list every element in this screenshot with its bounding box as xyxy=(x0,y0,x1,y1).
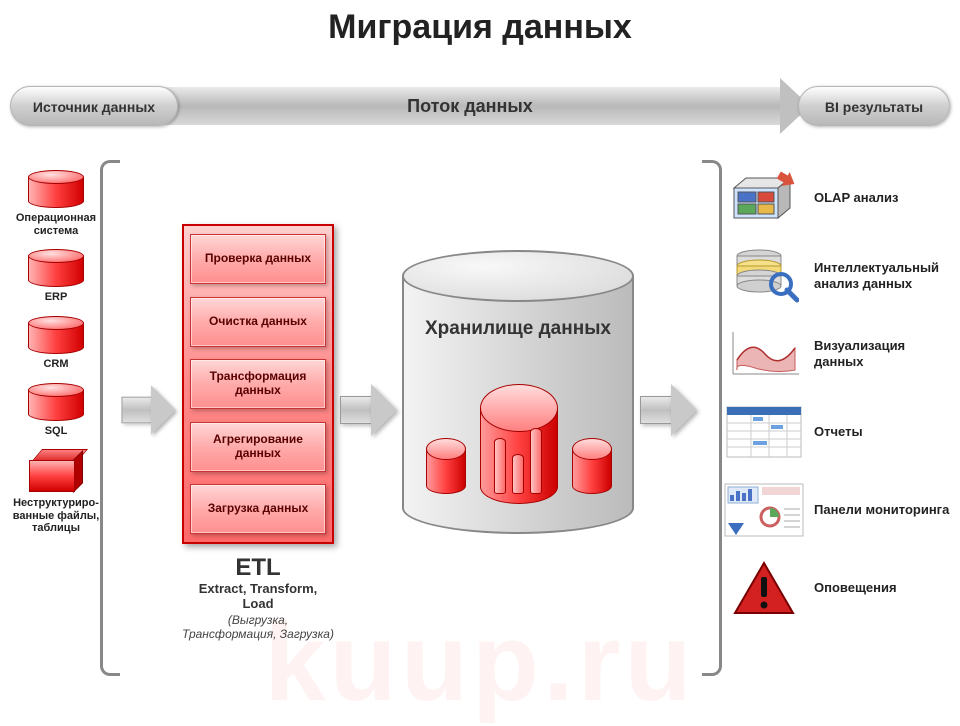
source-label: ERP xyxy=(4,291,108,304)
etl-step-aggregate: Агрегирование данных xyxy=(190,422,326,472)
result-label: Оповещения xyxy=(814,580,954,596)
etl-step-validate: Проверка данных xyxy=(190,234,326,284)
result-label: Интеллектуальный анализ данных xyxy=(814,260,954,291)
flow-middle-label: Поток данных xyxy=(160,87,780,125)
data-mining-icon xyxy=(724,246,804,306)
source-label: Операционная система xyxy=(4,212,108,237)
etl-ru: (Выгрузка, Трансформация, Загрузка) xyxy=(182,614,334,642)
arrow-etl-to-warehouse-icon xyxy=(340,380,400,440)
etl-sub: Extract, Transform, Load xyxy=(182,582,334,612)
source-crm: CRM xyxy=(4,316,108,371)
source-erp: ERP xyxy=(4,249,108,304)
bi-results-column: OLAP анализ Интеллектуальный анализ данн… xyxy=(724,168,954,636)
etl-caption: ETL Extract, Transform, Load (Выгрузка, … xyxy=(182,554,334,641)
etl-step-transform: Трансформация данных xyxy=(190,359,326,409)
page-title: Миграция данных xyxy=(0,0,960,47)
flow-arrow: Поток данных xyxy=(160,82,810,130)
result-alerts: Оповещения xyxy=(724,558,954,618)
result-dashboards: Панели мониторинга xyxy=(724,480,954,540)
source-label: Неструктуриро- ванные файлы, таблицы xyxy=(4,497,108,535)
arrow-warehouse-to-bi-icon xyxy=(640,380,700,440)
mini-cylinder-icon xyxy=(480,384,558,504)
result-label: OLAP анализ xyxy=(814,190,954,206)
cube-icon xyxy=(29,449,83,493)
cylinder-icon xyxy=(28,383,84,421)
result-label: Отчеты xyxy=(814,424,954,440)
bracket-left-icon xyxy=(100,160,120,676)
source-label: SQL xyxy=(4,425,108,438)
flow-result-pill: BI результаты xyxy=(798,86,950,126)
result-visualization: Визуализация данных xyxy=(724,324,954,384)
olap-cube-icon xyxy=(724,168,804,228)
etl-step-cleanse: Очистка данных xyxy=(190,297,326,347)
etl-title: ETL xyxy=(182,554,334,582)
result-reports: Отчеты xyxy=(724,402,954,462)
data-warehouse: Хранилище данных xyxy=(402,250,634,534)
etl-step-load: Загрузка данных xyxy=(190,484,326,534)
etl-panel: Проверка данных Очистка данных Трансформ… xyxy=(182,224,334,544)
bracket-right-icon xyxy=(702,160,722,676)
flow-source-pill: Источник данных xyxy=(10,86,178,126)
cylinder-icon xyxy=(28,249,84,287)
mini-cylinder-icon xyxy=(572,438,612,494)
surface-chart-icon xyxy=(724,324,804,384)
source-sql: SQL xyxy=(4,383,108,438)
cylinder-icon xyxy=(28,316,84,354)
result-label: Визуализация данных xyxy=(814,338,954,369)
report-table-icon xyxy=(724,402,804,462)
sources-column: Операционная система ERP CRM SQL Неструк… xyxy=(4,170,108,547)
source-label: CRM xyxy=(4,358,108,371)
diagram-stage: Операционная система ERP CRM SQL Неструк… xyxy=(0,150,960,720)
result-olap: OLAP анализ xyxy=(724,168,954,228)
dashboard-icon xyxy=(724,480,804,540)
flow-bar: Источник данных Поток данных BI результа… xyxy=(10,80,950,132)
warehouse-label: Хранилище данных xyxy=(402,318,634,340)
alert-triangle-icon xyxy=(724,558,804,618)
mini-cylinder-icon xyxy=(426,438,466,494)
arrow-sources-to-etl-icon xyxy=(122,382,179,439)
result-label: Панели мониторинга xyxy=(814,502,954,518)
source-unstructured: Неструктуриро- ванные файлы, таблицы xyxy=(4,449,108,535)
result-data-mining: Интеллектуальный анализ данных xyxy=(724,246,954,306)
cylinder-icon xyxy=(28,170,84,208)
source-os: Операционная система xyxy=(4,170,108,237)
